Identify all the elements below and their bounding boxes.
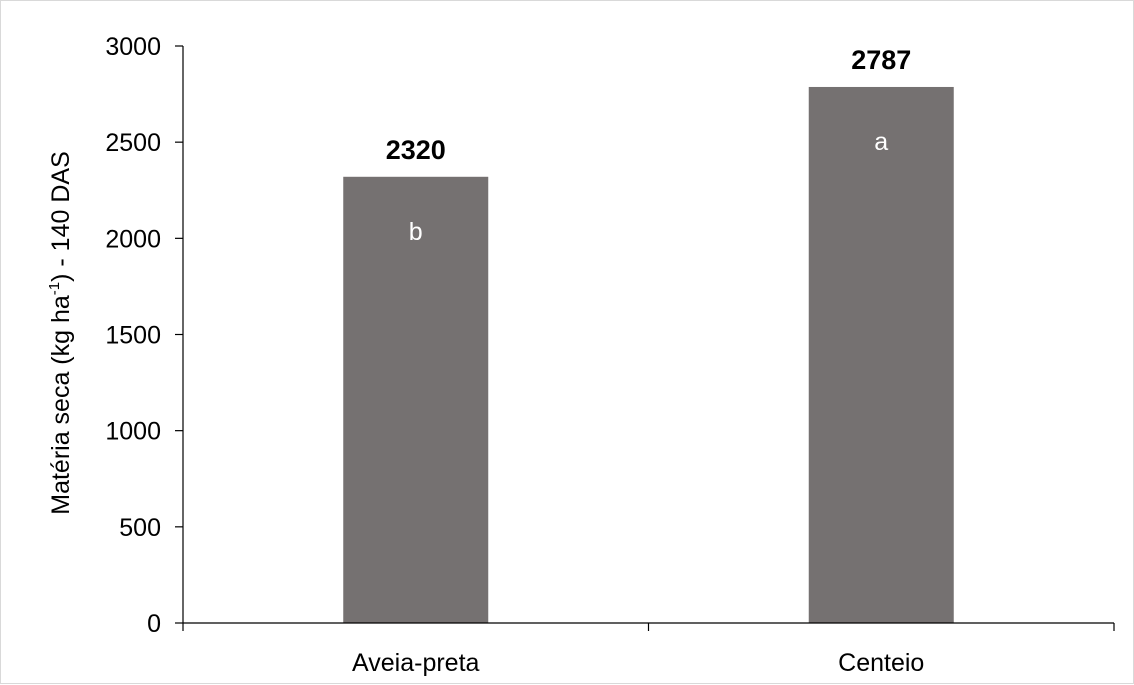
- y-tick-label: 1000: [105, 418, 161, 446]
- x-tick-label: Aveia-preta: [352, 649, 479, 677]
- axes-layer: [175, 45, 1115, 631]
- significance-letter-aveia-preta: b: [409, 218, 423, 246]
- x-tick-label: Centeio: [838, 649, 924, 677]
- y-tick-label: 1500: [105, 322, 161, 350]
- y-axis-title-main: Matéria seca (kg ha: [47, 295, 75, 515]
- y-tick-label: 3000: [105, 33, 161, 61]
- bars-layer: [343, 86, 954, 624]
- y-axis-title-tail: ) - 140 DAS: [47, 151, 75, 282]
- significance-letter-centeio: a: [874, 128, 888, 156]
- bar-centeio: [808, 86, 954, 624]
- bar-aveia-preta: [343, 176, 489, 623]
- data-label-centeio: 2787: [851, 45, 911, 75]
- y-axis-title-superscript: -1: [46, 282, 63, 295]
- labels-layer: 2320 b Aveia-preta 2787 a Centeio 0 500 1000 1500…: [105, 33, 924, 677]
- y-axis-title: Matéria seca (kg ha-1) - 140 DAS: [46, 151, 75, 515]
- y-tick-label: 2500: [105, 129, 161, 157]
- y-tick-label: 2000: [105, 225, 161, 253]
- y-tick-label: 0: [147, 610, 161, 638]
- y-tick-label: 500: [119, 514, 161, 542]
- data-label-aveia-preta: 2320: [386, 135, 446, 165]
